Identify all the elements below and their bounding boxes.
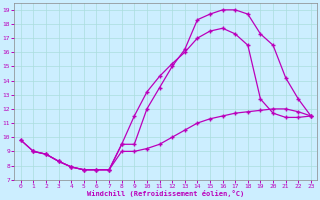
X-axis label: Windchill (Refroidissement éolien,°C): Windchill (Refroidissement éolien,°C) (87, 190, 244, 197)
